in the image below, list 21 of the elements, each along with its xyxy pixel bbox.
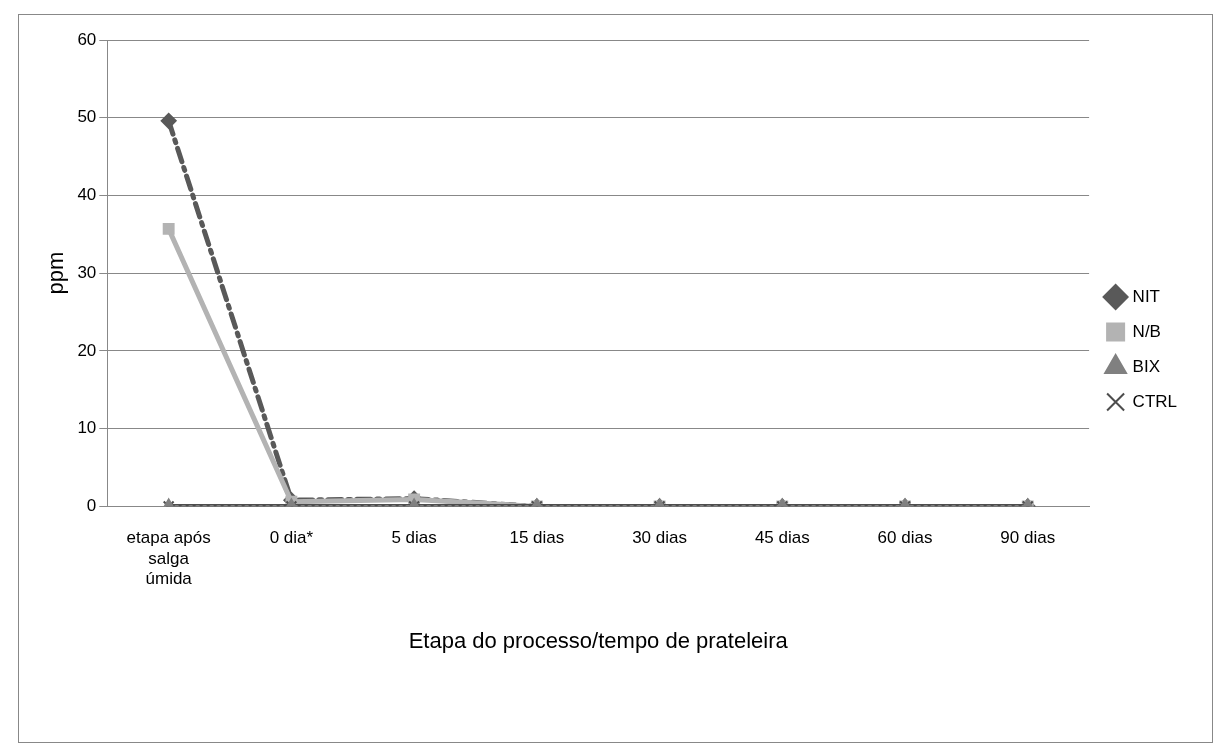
y-tick-label: 10 — [77, 418, 97, 438]
legend-label: CTRL — [1132, 391, 1178, 411]
y-tick-label: 60 — [77, 29, 97, 49]
legend-label: N/B — [1132, 321, 1161, 341]
y-tick-label: 50 — [77, 107, 97, 127]
x-axis-title: Etapa do processo/tempo de prateleira — [408, 627, 789, 653]
y-tick-label: 30 — [77, 262, 97, 282]
x-tick-label: 5 dias — [391, 528, 437, 548]
x-tick-label: 45 dias — [754, 528, 810, 548]
x-tick-label: etapa após salga úmida — [126, 528, 211, 589]
x-tick-label: 0 dia* — [269, 528, 314, 548]
legend-label: BIX — [1132, 356, 1161, 376]
x-tick-label: 30 dias — [632, 528, 687, 548]
x-tick-label: 15 dias — [509, 528, 565, 548]
y-tick-label: 20 — [77, 340, 97, 360]
y-tick-label: 0 — [86, 496, 97, 516]
y-tick-label: 40 — [77, 185, 97, 205]
y-axis-title: ppm — [43, 251, 69, 295]
x-tick-label: 90 dias — [1000, 528, 1056, 548]
x-tick-label: 60 dias — [877, 528, 933, 548]
legend-label: NIT — [1132, 286, 1160, 306]
